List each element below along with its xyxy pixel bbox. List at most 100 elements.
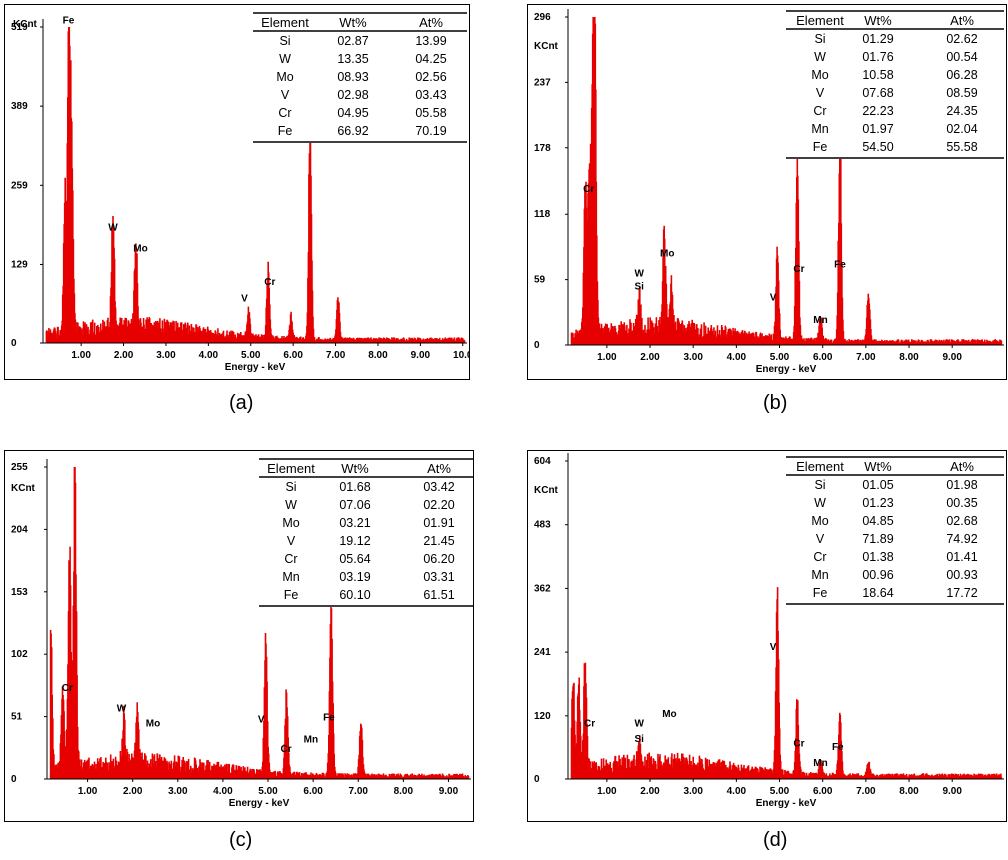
x-tick-label: 5.00 xyxy=(770,786,790,797)
caption-b: (b) xyxy=(763,392,788,414)
table-cell: 07.68 xyxy=(862,86,893,100)
y-tick-label: 519 xyxy=(11,22,28,33)
y-tick-label: 120 xyxy=(534,711,551,722)
spectrum-c xyxy=(49,467,470,779)
table-header: At% xyxy=(950,459,974,474)
table-header: Element xyxy=(796,13,844,28)
table-cell: 01.38 xyxy=(862,550,893,564)
x-tick-label: 4.00 xyxy=(727,786,747,797)
table-cell: 22.23 xyxy=(862,104,893,118)
table-cell: 08.93 xyxy=(337,70,368,84)
table-cell: 02.62 xyxy=(946,32,977,46)
table-header: Wt% xyxy=(864,459,892,474)
x-axis-label: Energy - keV xyxy=(225,362,286,373)
table-cell: Si xyxy=(814,32,825,46)
peak-label: Fe xyxy=(832,742,844,753)
table-cell: 01.91 xyxy=(423,516,454,530)
table-cell: 06.28 xyxy=(946,68,977,82)
table-cell: 02.87 xyxy=(337,34,368,48)
peak-label: Cr xyxy=(62,683,73,694)
y-tick-label: 0 xyxy=(534,340,540,351)
table-background xyxy=(259,459,473,607)
table-header: At% xyxy=(427,461,451,476)
peak-label: Mo xyxy=(146,718,160,729)
table-cell: 74.92 xyxy=(946,532,977,546)
peak-label: Mo xyxy=(662,709,676,720)
table-cell: 00.35 xyxy=(946,496,977,510)
caption-c: (c) xyxy=(229,829,253,851)
y-tick-label: 0 xyxy=(534,774,540,785)
y-tick-label: 362 xyxy=(534,583,551,594)
peak-label: Mn xyxy=(304,734,318,745)
y-tick-label: 483 xyxy=(534,520,551,531)
x-tick-label: 4.00 xyxy=(727,352,747,363)
table-cell: 05.64 xyxy=(339,552,370,566)
x-tick-label: 3.00 xyxy=(156,350,176,361)
x-tick-label: 2.00 xyxy=(640,352,660,363)
y-tick-label: 0 xyxy=(11,338,17,349)
table-cell: V xyxy=(816,86,825,100)
table-cell: 01.29 xyxy=(862,32,893,46)
y-tick-label: 59 xyxy=(534,275,546,286)
table-background xyxy=(253,13,467,143)
peak-label: Mo xyxy=(133,244,147,255)
table-cell: 13.35 xyxy=(337,52,368,66)
table-cell: 00.96 xyxy=(862,568,893,582)
peak-label: Si xyxy=(635,734,645,745)
table-cell: 02.04 xyxy=(946,122,977,136)
table-cell: 02.56 xyxy=(415,70,446,84)
peak-label: Fe xyxy=(63,15,75,26)
table-cell: V xyxy=(816,532,825,546)
x-tick-label: 9.00 xyxy=(942,786,962,797)
table-header: At% xyxy=(950,13,974,28)
table-cell: 06.20 xyxy=(423,552,454,566)
x-tick-label: 9.00 xyxy=(439,786,459,797)
table-cell: Si xyxy=(285,480,296,494)
peak-label: Fe xyxy=(323,712,335,723)
table-header: At% xyxy=(419,15,443,30)
peak-label: Fe xyxy=(834,259,846,270)
x-tick-label: 1.00 xyxy=(597,786,617,797)
table-cell: 10.58 xyxy=(862,68,893,82)
x-tick-label: 5.00 xyxy=(770,352,790,363)
table-cell: Cr xyxy=(284,552,297,566)
y-tick-label: 0 xyxy=(11,774,17,785)
y-tick-label: 389 xyxy=(11,101,28,112)
x-tick-label: 3.00 xyxy=(683,786,703,797)
x-tick-label: 4.00 xyxy=(199,350,219,361)
spectrum-a xyxy=(45,27,466,343)
table-cell: 08.59 xyxy=(946,86,977,100)
peak-label: Cr xyxy=(793,738,804,749)
table-cell: 55.58 xyxy=(946,140,977,154)
table-cell: Cr xyxy=(813,104,826,118)
table-cell: 13.99 xyxy=(415,34,446,48)
table-cell: 05.58 xyxy=(415,106,446,120)
composition-table-a: Element Wt% At% Si 02.87 13.99 W 13.35 04.25 Mo 08… xyxy=(253,12,467,143)
x-tick-label: 8.00 xyxy=(368,350,388,361)
table-cell: 01.97 xyxy=(862,122,893,136)
x-tick-label: 7.00 xyxy=(856,786,876,797)
table-cell: 01.76 xyxy=(862,50,893,64)
table-cell: 07.06 xyxy=(339,498,370,512)
table-cell: W xyxy=(285,498,297,512)
y-tick-label: 604 xyxy=(534,456,551,467)
y-tick-label: 118 xyxy=(534,209,551,220)
x-tick-label: 2.00 xyxy=(640,786,660,797)
table-cell: Si xyxy=(814,478,825,492)
table-cell: Mo xyxy=(811,514,828,528)
table-cell: Mn xyxy=(811,568,828,582)
table-cell: Cr xyxy=(813,550,826,564)
peak-label: Cr xyxy=(583,184,594,195)
table-cell: Fe xyxy=(278,124,293,138)
table-cell: Mo xyxy=(811,68,828,82)
eds-panel-b: 0 59 118 178 237 296 KCnt 1.00 2.00 3.00 4.00 5.00 6… xyxy=(527,4,1007,380)
table-cell: 04.25 xyxy=(415,52,446,66)
eds-panel-d: 0 120 241 362 483 604 KCnt 1.00 2.00 3.00 4.00 5.00… xyxy=(527,450,1007,822)
x-tick-label: 1.00 xyxy=(78,786,98,797)
table-cell: 70.19 xyxy=(415,124,446,138)
x-tick-label: 9.00 xyxy=(942,352,962,363)
peak-label: Mo xyxy=(660,248,674,259)
x-tick-label: 4.00 xyxy=(213,786,233,797)
table-cell: Fe xyxy=(813,140,828,154)
y-axis-label: KCnt xyxy=(534,41,559,52)
